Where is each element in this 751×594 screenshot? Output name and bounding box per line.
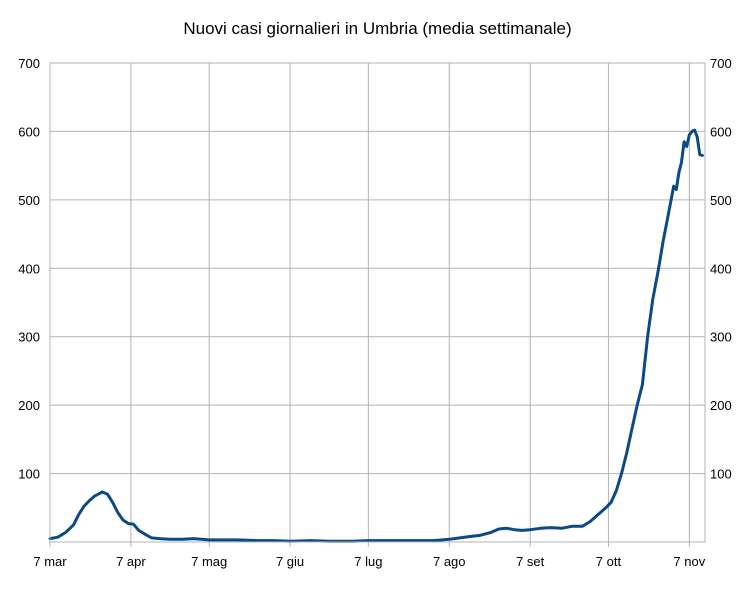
y-tick-label-left: 200: [18, 398, 40, 413]
y-tick-label-left: 600: [18, 124, 40, 139]
x-tick-label: 7 mag: [191, 554, 227, 569]
x-tick-label: 7 apr: [116, 554, 146, 569]
y-tick-label-left: 400: [18, 261, 40, 276]
y-tick-label-right: 200: [710, 398, 732, 413]
x-tick-label: 7 nov: [673, 554, 705, 569]
x-tick-label: 7 set: [516, 554, 545, 569]
y-tick-label-right: 700: [710, 56, 732, 71]
gridlines: [50, 62, 705, 542]
plot-frame: [49, 62, 706, 543]
y-tick-label-left: 300: [18, 330, 40, 345]
y-tick-label-right: 300: [710, 330, 732, 345]
series-line: [48, 128, 704, 543]
y-tick-label-right: 100: [710, 467, 732, 482]
x-tick-label: 7 ott: [596, 554, 622, 569]
x-tick-label: 7 ago: [433, 554, 466, 569]
x-axis: 7 mar 7 apr 7 mag 7 giu 7 lug 7 ago 7 set 7 ott…: [33, 542, 706, 569]
y-tick-label-right: 500: [710, 193, 732, 208]
y-axis-left: 100 200 300 400 500 600 700: [18, 56, 40, 482]
y-tick-label-right: 600: [710, 124, 732, 139]
x-tick-label: 7 mar: [33, 554, 67, 569]
chart-title: Nuovi casi giornalieri in Umbria (media …: [183, 19, 571, 38]
series-layer: [48, 128, 704, 543]
y-tick-label-left: 500: [18, 193, 40, 208]
y-axis-right: 100 200 300 400 500 600 700: [710, 56, 732, 482]
x-tick-label: 7 lug: [354, 554, 382, 569]
y-tick-label-left: 100: [18, 467, 40, 482]
x-tick-label: 7 giu: [276, 554, 304, 569]
y-tick-label-right: 400: [710, 261, 732, 276]
y-tick-label-left: 700: [18, 56, 40, 71]
